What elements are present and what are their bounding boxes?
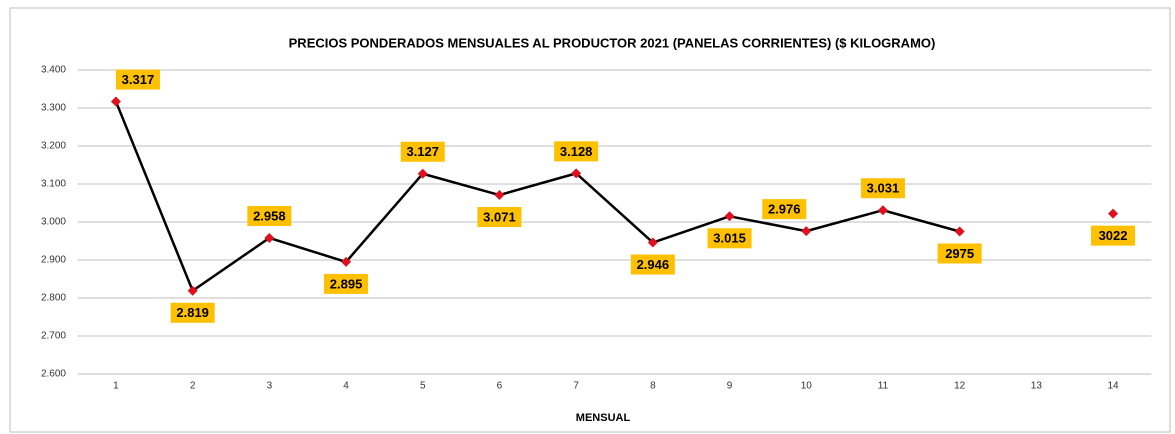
- y-tick-label: 2.700: [41, 331, 66, 342]
- chart-frame: [10, 8, 1170, 432]
- data-label: 2.895: [330, 276, 363, 291]
- x-tick-label: 6: [497, 381, 503, 392]
- x-tick-label: 7: [573, 381, 579, 392]
- data-label: 3.031: [867, 181, 900, 196]
- x-tick-label: 2: [190, 381, 196, 392]
- data-label: 2.946: [637, 257, 670, 272]
- data-label: 2.819: [176, 305, 209, 320]
- x-tick-label: 4: [343, 381, 349, 392]
- x-tick-label: 9: [727, 381, 733, 392]
- x-tick-label: 12: [954, 381, 966, 392]
- x-tick-label: 14: [1107, 381, 1119, 392]
- y-tick-label: 3.300: [41, 103, 66, 114]
- data-label: 3.127: [406, 144, 439, 159]
- data-label: 2.958: [253, 208, 286, 223]
- data-label: 2.976: [768, 202, 801, 217]
- y-tick-label: 3.400: [41, 65, 66, 76]
- chart: PRECIOS PONDERADOS MENSUALES AL PRODUCTO…: [0, 0, 1175, 434]
- x-tick-label: 8: [650, 381, 656, 392]
- data-label: 3022: [1099, 228, 1128, 243]
- x-tick-label: 13: [1031, 381, 1043, 392]
- data-label: 3.071: [483, 209, 516, 224]
- y-tick-label: 3.100: [41, 179, 66, 190]
- y-tick-label: 2.600: [41, 369, 66, 380]
- x-tick-label: 3: [267, 381, 273, 392]
- data-label: 3.128: [560, 144, 593, 159]
- data-label: 3.317: [122, 72, 155, 87]
- chart-title: PRECIOS PONDERADOS MENSUALES AL PRODUCTO…: [289, 35, 936, 50]
- x-tick-label: 1: [113, 381, 119, 392]
- x-tick-label: 5: [420, 381, 426, 392]
- y-tick-label: 3.200: [41, 141, 66, 152]
- x-axis-label: MENSUAL: [576, 412, 631, 424]
- x-tick-label: 11: [878, 381, 889, 392]
- x-tick-label: 10: [801, 381, 813, 392]
- data-label: 3.015: [713, 231, 746, 246]
- y-tick-label: 2.900: [41, 255, 66, 266]
- y-tick-label: 3.000: [41, 217, 66, 228]
- y-tick-label: 2.800: [41, 293, 66, 304]
- data-label: 2975: [945, 246, 974, 261]
